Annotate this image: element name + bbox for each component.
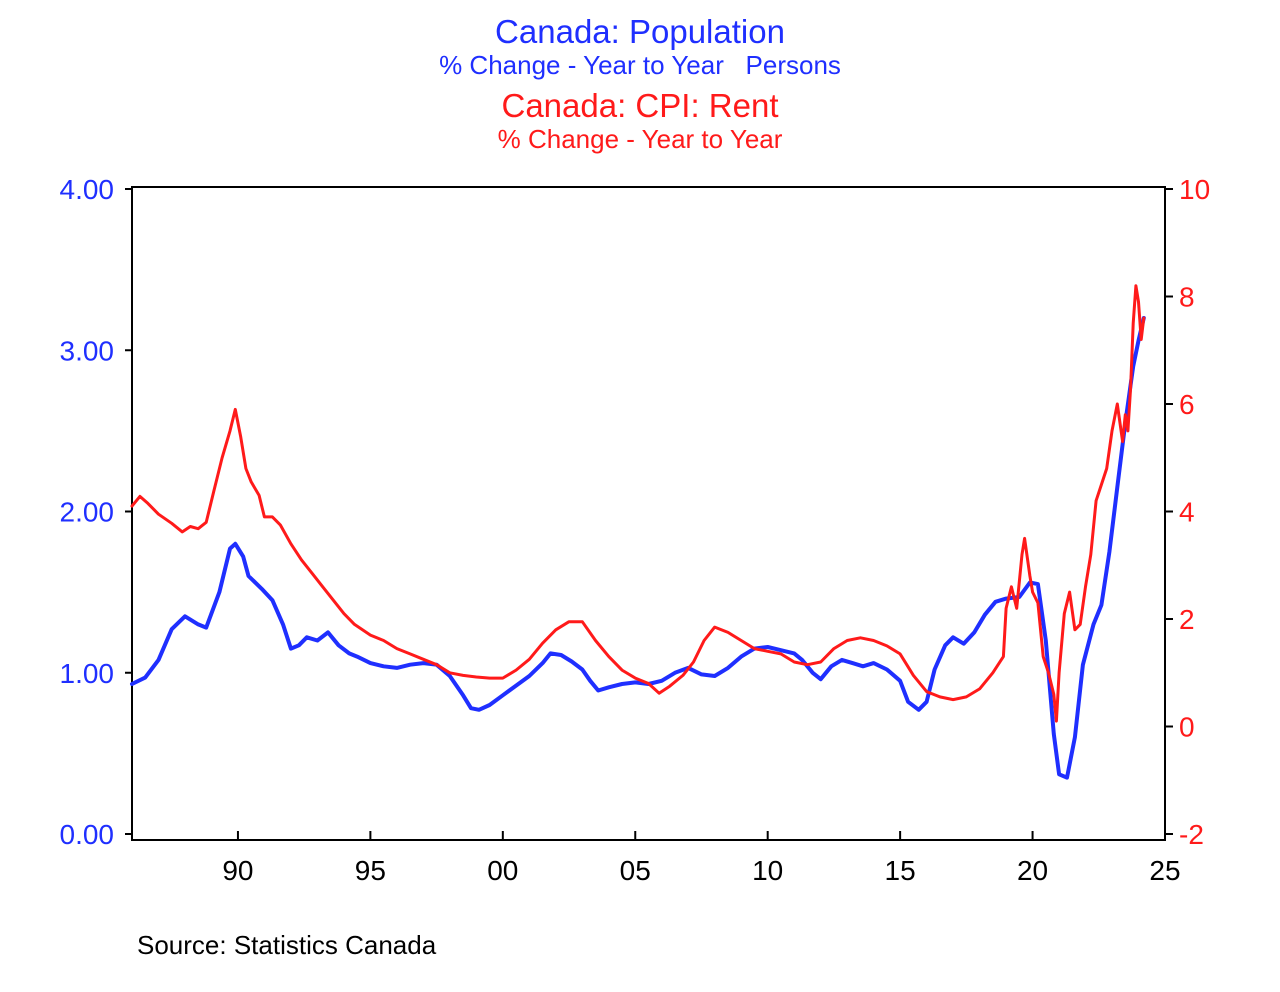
y-left-tick-label: 3.00 [60,335,115,366]
y-left-tick-label: 4.00 [60,174,115,205]
rent-subtitle: % Change - Year to Year [497,124,783,154]
y-right-tick-label: 0 [1179,712,1195,743]
y-left-tick-label: 2.00 [60,497,115,528]
x-tick-label: 25 [1149,855,1180,886]
population-series-line [130,316,1146,780]
y-left-tick-label: 1.00 [60,658,115,689]
y-right-tick-label: 2 [1179,604,1195,635]
rent-series-line [130,284,1146,723]
x-tick-label: 95 [355,855,386,886]
y-right-tick-label: 6 [1179,389,1195,420]
population-subtitle: % Change - Year to Year Persons [439,50,841,80]
x-tick-label: 20 [1017,855,1048,886]
x-tick-label: 00 [487,855,518,886]
rent-title: Canada: CPI: Rent [501,87,779,124]
x-tick-label: 15 [885,855,916,886]
y-left-tick-label: 0.00 [60,819,115,850]
y-right-tick-label: -2 [1179,819,1204,850]
x-tick-label: 90 [222,855,253,886]
y-right-tick-label: 10 [1179,174,1210,205]
y-right-tick-label: 4 [1179,497,1195,528]
x-tick-label: 10 [752,855,783,886]
population-title-block: Canada: Population % Change - Year to Ye… [0,13,1280,81]
source-note: Source: Statistics Canada [137,930,437,960]
rent-title-block: Canada: CPI: Rent % Change - Year to Yea… [0,87,1280,155]
x-tick-label: 05 [620,855,651,886]
population-title: Canada: Population [495,13,785,50]
y-right-tick-label: 8 [1179,282,1195,313]
plot-frame [131,186,1166,841]
